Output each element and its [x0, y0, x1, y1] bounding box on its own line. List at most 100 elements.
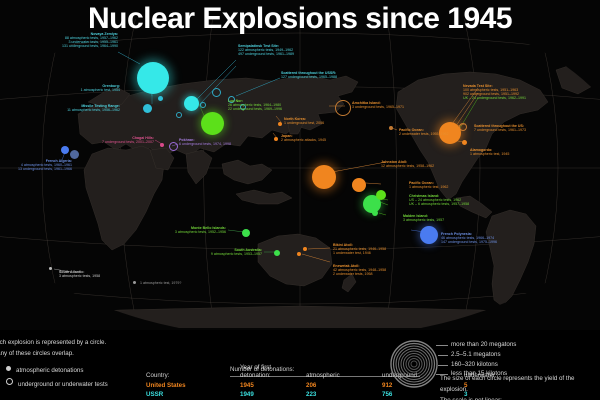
cell-year: 1949 — [240, 390, 254, 398]
label-bikini-atoll: Bikini Atoll: 21 atmospheric tests, 1946… — [333, 243, 387, 256]
marker-amchitka — [335, 100, 351, 116]
legend-note-line2: Many of these circles overlap. — [0, 349, 74, 357]
yield-scale-legend: more than 20 megatons 2.5–5.1 megatons 1… — [390, 336, 598, 400]
table-group-header: Number of detonations: — [230, 366, 295, 373]
world-map — [0, 18, 600, 328]
marker-french-algeria-1 — [61, 146, 69, 154]
scale-label-4: less than 15 kilotons — [451, 370, 508, 377]
label-pokhran: Pokhran: 6 underground tests, 1974, 1998 — [179, 138, 231, 147]
marker-novaya-zemlya — [137, 62, 169, 94]
table-row: USSR 1949 223 756 3 — [146, 390, 534, 399]
label-orenburg: Orenburg: 1 atmospheric test, 1954 — [80, 84, 120, 93]
cell-country: USSR — [146, 390, 164, 398]
marker-malden-island — [372, 210, 378, 216]
marker-scattered-ussr-4 — [176, 112, 182, 118]
scale-note: The size of each circle represents the y… — [440, 374, 598, 400]
marker-south-australia — [274, 250, 280, 256]
marker-bikini-atoll — [303, 247, 307, 251]
th-atmospheric: atmospheric — [306, 371, 340, 379]
marker-alamogordo — [462, 140, 467, 145]
marker-orenburg — [158, 96, 163, 101]
label-christmas-island: Christmas Island: US – 24 atmospheric te… — [409, 194, 470, 207]
marker-scattered-ussr-2 — [228, 96, 235, 103]
marker-pacific-ocean-underwater — [389, 126, 393, 130]
marker-johnston-atoll — [312, 165, 336, 189]
label-malden-island: Malden Island: 3 atmospheric tests, 1957 — [403, 214, 445, 223]
th-country: Country: — [146, 371, 170, 379]
label-scattered-us: Scattered throughout the US: 7 undergrou… — [474, 124, 526, 133]
concentric-scale-icon — [390, 340, 438, 388]
label-alamogordo: Alamogordo: 1 atmospheric test, 1945 — [470, 148, 510, 157]
legend-note-line1: Each explosion is represented by a circl… — [0, 339, 107, 346]
th-year: Year of first detonation: — [240, 364, 272, 379]
label-japan: Japan: 2 atmospheric attacks, 1945 — [281, 134, 326, 143]
label-lop-nor: Lop Nor: 26 atmospheric tests, 1964–1980… — [228, 99, 282, 112]
label-monte-bello: Monte Bello Islands: 3 atmospheric tests… — [174, 226, 226, 235]
label-johnston-atoll: Johnston Atoll: 12 atmospheric tests, 19… — [381, 160, 435, 169]
legend-note: Each explosion is represented by a circl… — [0, 338, 202, 359]
marker-japan — [274, 137, 278, 141]
cell-year: 1945 — [240, 381, 254, 389]
label-scattered-ussr: Scattered throughout the USSR: 127 under… — [281, 71, 337, 80]
label-amchitka: Amchitka Island: 3 underground tests, 19… — [352, 101, 404, 110]
leader-lines — [53, 51, 479, 273]
table-row: United States 1945 206 912 5 — [146, 381, 534, 390]
marker-missile-range — [143, 104, 152, 113]
label-north-korea: North Korea: 1 underground test, 2006 — [284, 117, 325, 126]
legend-key: atmospheric detonations underground or u… — [6, 365, 108, 391]
th-underwater: underwater — [464, 371, 495, 379]
cell-underground: 912 — [382, 381, 393, 389]
label-missile-testing-range: Missile Testing Range: 11 atmospheric te… — [67, 104, 120, 113]
scale-label-3: 160–320 kilotons — [451, 361, 498, 368]
page-title: Nuclear Explosions since 1945 — [87, 2, 513, 35]
marker-south-atlantic — [49, 267, 52, 270]
cell-country: United States — [146, 381, 186, 389]
label-south-atlantic: South Atlantic: 3 atmospheric tests, 195… — [59, 270, 101, 279]
marker-chagai-hills — [160, 143, 164, 147]
outline-circle-icon — [6, 377, 13, 385]
label-french-algeria: French Algeria: 4 atmospheric tests, 196… — [18, 159, 72, 172]
marker-pokhran — [169, 142, 178, 151]
cell-underground: 756 — [382, 390, 393, 398]
legend-key-atmospheric: atmospheric detonations — [6, 365, 108, 378]
scale-label-2: 2.5–5.1 megatons — [451, 351, 501, 358]
scale-tick-2 — [438, 355, 448, 356]
marker-enewetak-atoll — [297, 252, 301, 256]
marker-pacific-ocean — [352, 178, 366, 192]
scale-tick-3 — [438, 365, 448, 366]
scale-note-line2: The scale is not linear: — [440, 396, 598, 400]
marker-scattered-ussr-3 — [200, 102, 206, 108]
marker-scattered-ussr-1 — [212, 88, 221, 97]
label-novaya-zemlya: Novaya Zemlya: 88 atmospheric tests, 195… — [62, 32, 118, 49]
table-rule — [230, 375, 420, 377]
legend-key-underground: underground or underwater tests — [6, 377, 108, 392]
label-south-australia: South Australia: 9 atmospheric tests, 19… — [210, 248, 262, 257]
scale-tick-1 — [436, 345, 448, 346]
scale-note-line1: The size of each circle represents the y… — [440, 375, 575, 393]
marker-nevada — [439, 122, 461, 144]
label-french-polynesia: French Polynesia: 46 atmospheric tests, … — [441, 232, 497, 245]
label-chagai-hills: Chagai Hills: 7 underground tests, 2001–… — [102, 136, 154, 145]
label-nevada: Nevada Test Site: 100 atmospheric tests,… — [463, 84, 526, 101]
scale-label-1: more than 20 megatons — [451, 341, 517, 348]
label-enewetak-atoll: Enewetak Atoll: 42 atmospheric tests, 19… — [333, 264, 387, 277]
filled-circle-icon — [6, 366, 11, 371]
map-landmasses — [0, 61, 600, 328]
marker-christmas-island — [363, 195, 381, 213]
marker-semipalatinsk — [184, 96, 199, 111]
cell-underwater: 5 — [464, 381, 468, 389]
marker-scattered-ussr-5 — [240, 104, 246, 110]
cell-atmospheric: 206 — [306, 381, 317, 389]
label-semipalatinsk: Semipalatinsk Test Site: 122 atmospheric… — [238, 44, 294, 57]
marker-french-polynesia — [420, 226, 438, 244]
marker-indian-ocean — [133, 281, 136, 284]
legend-panel: Each explosion is represented by a circl… — [0, 330, 600, 400]
marker-christmas-island-2 — [376, 190, 386, 200]
marker-french-algeria-2 — [70, 150, 79, 159]
cell-underwater: 3 — [464, 390, 468, 398]
marker-north-korea — [278, 122, 282, 126]
label-indian-ocean: 1 atmospheric test, 1979? — [140, 281, 182, 285]
label-pacific-ocean-underwater: Pacific Ocean: 2 underwater tests, 1955,… — [399, 128, 449, 137]
scale-tick-4 — [436, 374, 448, 375]
